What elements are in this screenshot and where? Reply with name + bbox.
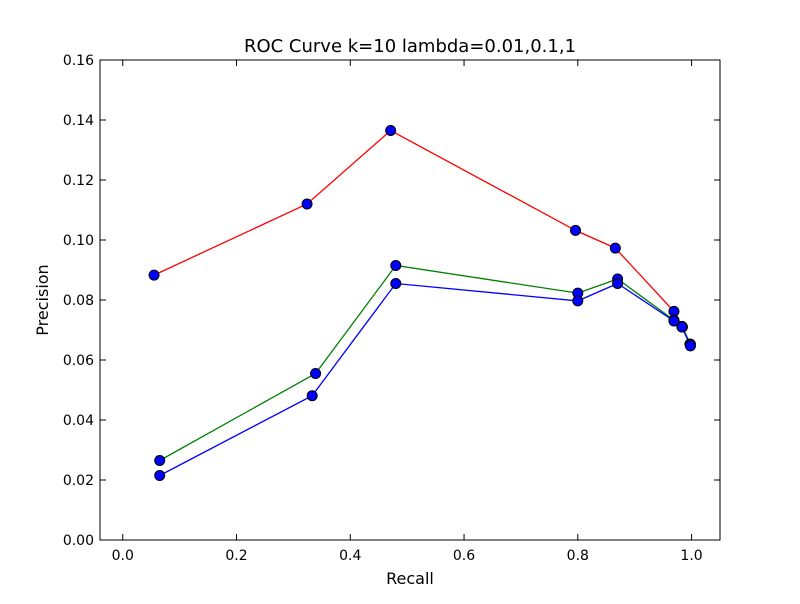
series-1-point	[301, 198, 313, 210]
y-tick-label: 0.02	[63, 473, 94, 489]
y-axis-label: Precision	[33, 264, 52, 335]
series-1-point	[148, 269, 160, 281]
series-1-point	[609, 242, 621, 254]
x-tick-label: 0.8	[567, 548, 589, 564]
y-tick-label: 0.14	[63, 113, 94, 129]
x-tick-label: 0.6	[453, 548, 475, 564]
series-3-point	[306, 390, 318, 402]
x-tick-label: 0.0	[112, 548, 134, 564]
y-tick-label: 0.06	[63, 353, 94, 369]
y-tick-label: 0.00	[63, 533, 94, 549]
y-tick-label: 0.08	[63, 293, 94, 309]
series-3-point	[572, 295, 584, 307]
series-2-point	[390, 260, 402, 271]
series-3-point	[676, 321, 688, 333]
series-1-point	[570, 224, 582, 236]
series-3-point	[154, 470, 166, 481]
series-3-point	[390, 278, 402, 289]
series-3-point	[684, 340, 696, 352]
series-3-point	[612, 278, 624, 289]
x-tick-label: 0.4	[339, 548, 361, 564]
x-tick-label: 1.0	[680, 548, 702, 564]
series-2-point	[310, 368, 322, 379]
x-axis-label: Recall	[386, 569, 434, 588]
series-1-point	[385, 125, 397, 136]
y-tick-label: 0.04	[63, 413, 94, 429]
chart-title: ROC Curve k=10 lambda=0.01,0.1,1	[244, 36, 576, 57]
series-2-point	[154, 455, 166, 466]
x-tick-label: 0.2	[225, 548, 247, 564]
y-tick-label: 0.12	[63, 173, 94, 189]
series-3-point	[668, 315, 680, 327]
y-tick-label: 0.16	[63, 53, 94, 69]
plot-area: 0.0 0.2 0.4 0.6 0.8 1.0 0.00 0.02 0.04 0.06 0.08 0.…	[63, 53, 721, 564]
y-tick-label: 0.10	[63, 233, 94, 249]
